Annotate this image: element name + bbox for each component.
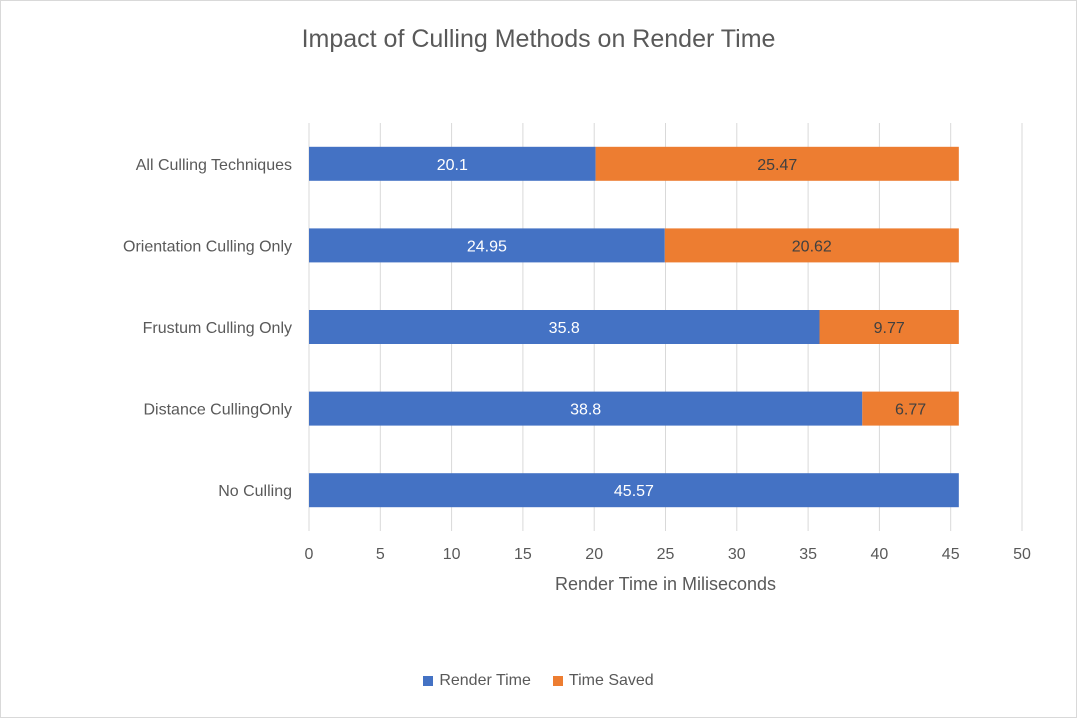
- y-tick-label: Distance CullingOnly: [143, 402, 292, 419]
- data-label: 20.1: [437, 157, 468, 174]
- bar-segment: [309, 473, 959, 508]
- y-tick-label: All Culling Techniques: [136, 157, 292, 174]
- y-tick-label: Orientation Culling Only: [123, 238, 292, 255]
- bar-segment: [862, 391, 959, 426]
- chart-title: Impact of Culling Methods on Render Time: [301, 25, 776, 53]
- data-label: 25.47: [757, 157, 797, 174]
- y-tick-label: No Culling: [218, 483, 292, 500]
- x-tick-label: 45: [942, 546, 960, 563]
- x-tick-label: 30: [728, 546, 746, 563]
- x-tick-label: 20: [585, 546, 603, 563]
- x-tick-label: 15: [514, 546, 532, 563]
- legend-swatch-render-time: [423, 676, 434, 686]
- legend: Render Time Time Saved: [1, 672, 1076, 690]
- data-label: 24.95: [467, 238, 507, 255]
- bar-segment: [595, 146, 959, 181]
- data-label: 35.8: [549, 320, 580, 337]
- x-tick-label: 25: [657, 546, 675, 563]
- x-axis-label: Render Time in Miliseconds: [554, 574, 777, 594]
- bar-segment: [309, 146, 596, 181]
- bar-segment: [819, 310, 959, 344]
- bar-segment: [309, 228, 665, 263]
- data-label: 20.62: [792, 238, 832, 255]
- x-tick-label: 10: [443, 546, 461, 563]
- legend-item-render-time: Render Time: [423, 672, 531, 690]
- y-tick-label: Frustum Culling Only: [143, 320, 292, 337]
- bar-segment: [309, 391, 863, 426]
- x-tick-label: 50: [1013, 546, 1031, 563]
- data-label: 38.8: [570, 402, 601, 419]
- legend-label-time-saved: Time Saved: [568, 672, 654, 689]
- x-tick-label: 0: [305, 546, 314, 563]
- data-label: 45.57: [614, 483, 654, 500]
- legend-label-render-time: Render Time: [439, 672, 531, 689]
- x-tick-label: 40: [871, 546, 889, 563]
- legend-item-time-saved: Time Saved: [552, 672, 654, 690]
- data-label: 6.77: [895, 402, 926, 419]
- bar-segment: [664, 228, 959, 263]
- x-tick-label: 5: [376, 546, 385, 563]
- x-tick-label: 35: [799, 546, 817, 563]
- bar-segment: [309, 310, 820, 344]
- data-label: 9.77: [874, 320, 905, 337]
- legend-swatch-time-saved: [552, 676, 563, 686]
